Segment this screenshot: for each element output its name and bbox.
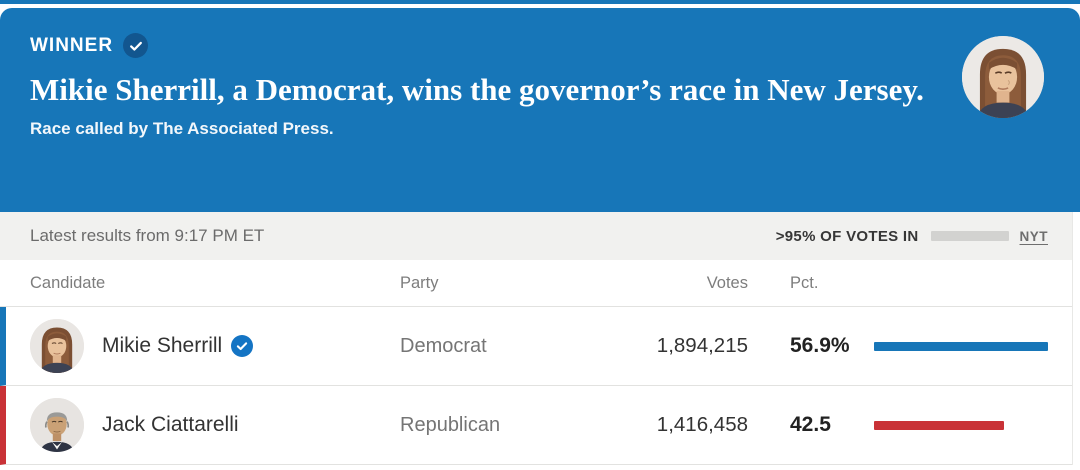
winner-row: WINNER xyxy=(30,33,1050,58)
race-called-subtitle: Race called by The Associated Press. xyxy=(30,118,334,138)
pct-bar xyxy=(874,420,1004,430)
top-accent-line xyxy=(0,0,1080,4)
votes-value: 1,894,215 xyxy=(656,334,748,357)
column-header-votes: Votes xyxy=(706,273,748,292)
results-panel: Latest results from 9:17 PM ET >95% OF V… xyxy=(0,212,1073,465)
candidate-avatar xyxy=(30,319,84,373)
winner-photo xyxy=(962,36,1044,118)
candidate-name-text: Jack Ciattarelli xyxy=(102,413,239,436)
votes-value: 1,416,458 xyxy=(656,413,748,436)
candidate-cell: Mikie Sherrill xyxy=(30,319,400,373)
pct-bar-cell xyxy=(858,341,1048,351)
votes-in-label: >95% OF VOTES IN xyxy=(775,227,919,245)
pct-value: 42.5 xyxy=(790,413,831,436)
pct-bar xyxy=(874,341,1048,351)
top-gap xyxy=(0,4,1080,8)
party-label: Republican xyxy=(400,413,501,436)
votes-in-progress-bar xyxy=(930,231,1009,241)
latest-results-timestamp: Latest results from 9:17 PM ET xyxy=(30,226,265,245)
nyt-source-link[interactable]: NYT xyxy=(1019,228,1048,244)
column-header-pct: Pct. xyxy=(790,273,819,292)
winner-check-icon xyxy=(123,33,149,58)
table-row-mikie-sherrill: Mikie Sherrill Democrat 1,894,215 56.9% xyxy=(0,307,1072,386)
pct-bar-cell xyxy=(858,420,1048,430)
party-label: Democrat xyxy=(400,334,487,357)
pct-value: 56.9% xyxy=(790,334,850,357)
candidate-name-text: Mikie Sherrill xyxy=(102,334,223,357)
table-row-jack-ciattarelli: Jack Ciattarelli Republican 1,416,458 42… xyxy=(0,386,1072,465)
candidate-name: Mikie Sherrill xyxy=(102,334,254,358)
status-bar: Latest results from 9:17 PM ET >95% OF V… xyxy=(0,212,1072,260)
race-headline: Mikie Sherrill, a Democrat, wins the gov… xyxy=(30,72,924,107)
winner-banner: WINNER Mikie Sherrill, a Democrat, wins … xyxy=(0,8,1080,212)
column-header-party: Party xyxy=(400,273,439,292)
candidate-cell: Jack Ciattarelli xyxy=(30,398,400,452)
column-header-candidate: Candidate xyxy=(30,273,106,292)
winner-check-icon xyxy=(231,335,254,357)
candidate-avatar xyxy=(30,398,84,452)
table-header-row: Candidate Party Votes Pct. xyxy=(0,260,1072,307)
winner-label: WINNER xyxy=(30,34,114,56)
candidate-name: Jack Ciattarelli xyxy=(102,413,239,437)
